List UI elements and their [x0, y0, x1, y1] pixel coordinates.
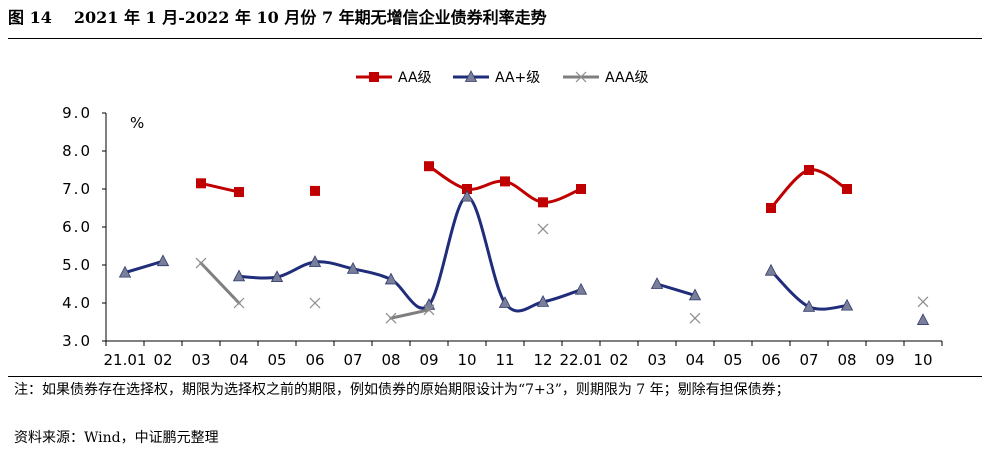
y-tick-label: 9.0: [62, 104, 92, 122]
figure-number: 图 14: [8, 8, 52, 27]
x-tick-label: 02: [153, 351, 172, 369]
series-2-line: [655, 282, 697, 297]
y-tick-label: 8.0: [62, 142, 92, 160]
series-2-point: [574, 282, 588, 295]
y-tick-label: 6.0: [62, 218, 92, 236]
x-tick-label: 09: [875, 351, 894, 369]
series-3-point: [423, 304, 435, 316]
x-tick-label: 08: [381, 351, 400, 369]
y-tick-label: 5.0: [62, 256, 92, 274]
series-3-point: [689, 312, 701, 324]
series-2-point: [118, 265, 132, 278]
x-tick-label: 11: [495, 351, 514, 369]
series-3-point: [537, 223, 549, 235]
series-1-point: [766, 203, 776, 213]
series-1-line: [199, 181, 241, 194]
x-tick-label: 02: [609, 351, 628, 369]
chart-source: 资料来源：Wind，中证鹏元整理: [14, 430, 219, 446]
series-2-point: [346, 261, 360, 274]
series-1-point: [842, 184, 852, 194]
series-2-point: [232, 269, 246, 282]
top-rule: [8, 38, 982, 39]
y-tick-label: 4.0: [62, 294, 92, 312]
x-tick-label: 21.01: [104, 351, 147, 369]
series-3-point: [309, 297, 321, 309]
series-3-line: [199, 261, 241, 305]
series-2-point: [840, 298, 854, 311]
legend-label: AA+级: [495, 70, 540, 86]
legend-label: AA级: [398, 70, 432, 86]
series-1-point: [462, 184, 472, 194]
y-tick-label: 3.0: [62, 332, 92, 350]
x-tick-label: 04: [229, 351, 248, 369]
series-2-point: [764, 263, 778, 276]
x-tick-label: 22.01: [560, 351, 603, 369]
figure-title: 图 14 2021 年 1 月-2022 年 10 月份 7 年期无增信企业债券利…: [8, 4, 547, 28]
series-3-point: [917, 296, 929, 308]
legend-label: AAA级: [605, 70, 649, 86]
x-tick-label: 04: [685, 351, 704, 369]
series-2-line: [123, 259, 165, 275]
chart-note: 注：如果债券存在选择权，期限为选择权之前的期限，例如债券的原始期限设计为“7+3…: [14, 382, 790, 398]
legend-marker: [464, 70, 478, 82]
series-1-point: [576, 184, 586, 194]
x-tick-label: 05: [723, 351, 742, 369]
series-1-line: [769, 168, 849, 210]
series-2-point: [688, 288, 702, 301]
series-1-point: [196, 178, 206, 189]
series-2-point: [650, 277, 664, 289]
series-1-point: [804, 165, 814, 175]
x-tick-label: 07: [343, 351, 362, 369]
series-1-point: [424, 161, 434, 172]
legend-marker: [369, 72, 379, 82]
legend-marker: [575, 71, 587, 83]
figure-title-text: 2021 年 1 月-2022 年 10 月份 7 年期无增信企业债券利率走势: [73, 8, 547, 27]
x-tick-label: 07: [799, 351, 818, 369]
series-1-point: [310, 185, 320, 196]
series-2-point: [498, 296, 512, 308]
series-2-point: [916, 313, 930, 326]
x-tick-label: 12: [533, 351, 552, 369]
series-2-point: [308, 255, 322, 267]
series-2-point: [802, 299, 816, 312]
series-3-point: [195, 257, 207, 269]
series-2-point: [536, 294, 550, 307]
series-3-line: [389, 308, 431, 320]
series-2-line: [237, 195, 583, 313]
x-tick-label: 03: [191, 351, 210, 369]
series-1-point: [538, 197, 548, 208]
x-tick-label: 03: [647, 351, 666, 369]
series-2-point: [156, 254, 170, 267]
bottom-rule: [8, 376, 982, 377]
x-tick-label: 06: [761, 351, 780, 369]
series-3-point: [385, 312, 397, 324]
series-3-point: [233, 297, 245, 309]
series-1-point: [500, 176, 510, 187]
series-2-point: [384, 272, 398, 285]
series-2-point: [270, 270, 284, 283]
x-tick-label: 05: [267, 351, 286, 369]
x-tick-label: 06: [305, 351, 324, 369]
y-unit-label: %: [130, 114, 144, 132]
x-tick-label: 08: [837, 351, 856, 369]
x-tick-label: 10: [913, 351, 932, 369]
x-tick-label: 09: [419, 351, 438, 369]
y-tick-label: 7.0: [62, 180, 92, 198]
rate-line-chart: 3.0 4.0 5.0 6.0 7.0 8.0 9.0% 21.01 02 03 04 05 06 07 0…: [62, 70, 943, 369]
series-2-point: [460, 189, 474, 202]
series-1-point: [234, 187, 244, 198]
x-tick-label: 10: [457, 351, 476, 369]
